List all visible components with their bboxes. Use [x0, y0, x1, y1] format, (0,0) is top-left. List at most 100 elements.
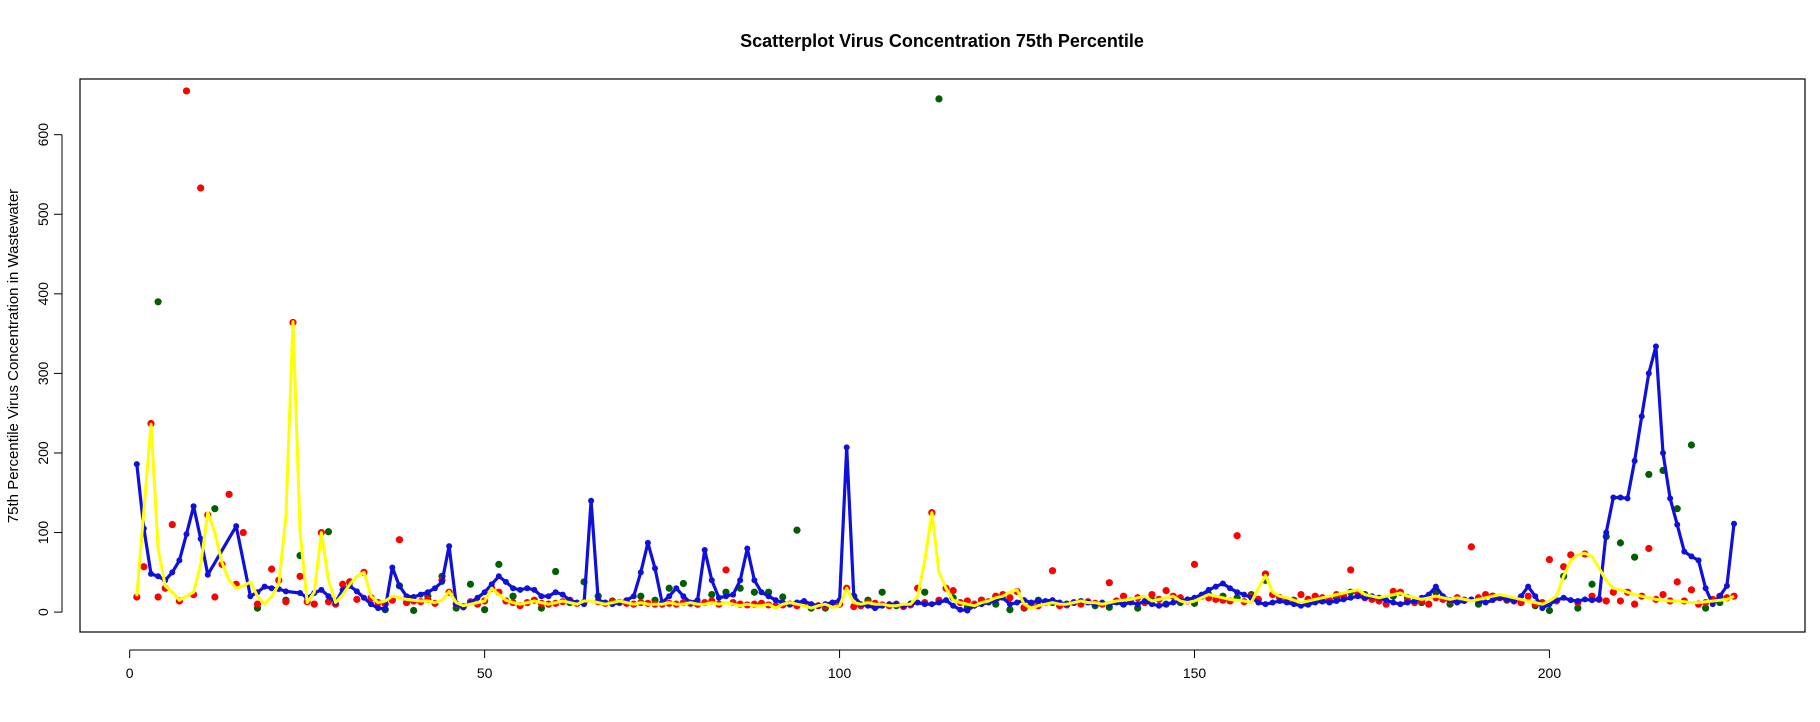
- y-tick-label: 0: [35, 608, 51, 616]
- blue-point: [1660, 449, 1667, 456]
- green-point: [878, 588, 886, 596]
- blue-point: [1326, 599, 1333, 606]
- red-point: [1687, 586, 1696, 594]
- blue-point: [730, 591, 737, 598]
- blue-point: [1134, 601, 1141, 608]
- green-point: [935, 95, 943, 103]
- blue-point: [474, 594, 481, 601]
- blue-point: [197, 535, 204, 542]
- red-point: [850, 602, 858, 611]
- blue-point: [1241, 591, 1248, 598]
- green-point: [1006, 606, 1014, 614]
- blue-point: [545, 593, 552, 600]
- blue-point: [1589, 597, 1596, 604]
- y-axis-label: 75th Percentile Virus Concentration in W…: [5, 189, 22, 523]
- blue-point: [1269, 599, 1276, 606]
- blue-point: [1035, 597, 1042, 604]
- blue-point: [538, 593, 545, 600]
- blue-point: [524, 585, 531, 592]
- blue-point: [431, 585, 438, 592]
- axes: 0 50 100 150 200 0 100 200 300 400 500 600: [35, 123, 1561, 681]
- green-point: [708, 591, 716, 599]
- blue-point: [1695, 557, 1702, 564]
- red-point: [1105, 579, 1113, 587]
- blue-point: [1141, 597, 1148, 604]
- blue-point: [1681, 548, 1688, 555]
- red-point: [395, 536, 404, 544]
- blue-point: [637, 569, 644, 576]
- x-tick-label: 100: [828, 665, 852, 681]
- green-point: [481, 606, 489, 614]
- blue-point: [1581, 596, 1588, 603]
- blue-point: [446, 543, 453, 550]
- blue-point: [1624, 495, 1631, 502]
- blue-point: [495, 573, 502, 580]
- blue-point: [1652, 343, 1659, 350]
- blue-point: [829, 599, 836, 606]
- red-point: [1148, 591, 1156, 599]
- blue-point: [531, 586, 538, 593]
- blue-point: [1631, 457, 1638, 464]
- y-tick-label: 300: [35, 362, 51, 386]
- blue-point: [1674, 521, 1681, 528]
- red-point: [239, 528, 247, 537]
- green-point: [637, 592, 645, 600]
- blue-point: [1333, 597, 1340, 604]
- red-point: [296, 572, 304, 580]
- x-tick-label: 200: [1538, 665, 1562, 681]
- blue-point: [318, 586, 325, 593]
- red-point: [1609, 588, 1617, 596]
- series-layer: [133, 87, 1738, 615]
- red-point: [140, 563, 148, 571]
- red-point: [1119, 592, 1128, 600]
- blue-point: [1574, 597, 1581, 604]
- blue-point: [268, 585, 275, 592]
- blue-point: [155, 573, 162, 580]
- blue-point: [758, 589, 765, 596]
- blue-point: [1432, 583, 1439, 590]
- blue-point: [1390, 599, 1397, 606]
- y-tick-label: 500: [35, 202, 51, 226]
- blue-point: [1610, 494, 1617, 501]
- blue-point: [559, 591, 566, 598]
- blue-point: [808, 601, 815, 608]
- blue-point: [502, 578, 509, 585]
- blue-point: [722, 593, 729, 600]
- blue-point: [872, 605, 879, 612]
- blue-point: [1702, 585, 1709, 592]
- blue-point: [928, 601, 935, 608]
- blue-point: [190, 503, 197, 510]
- green-point: [750, 588, 758, 596]
- blue-point: [1354, 593, 1361, 600]
- blue-point: [1532, 593, 1539, 600]
- blue-point: [204, 571, 211, 578]
- red-point: [1048, 567, 1057, 575]
- x-tick-label: 50: [477, 665, 493, 681]
- blue-point: [921, 601, 928, 608]
- green-point: [466, 580, 475, 588]
- blue-point: [282, 588, 289, 595]
- blue-point: [247, 593, 254, 600]
- blue-point: [1667, 495, 1674, 502]
- plot-frame: [79, 78, 1806, 633]
- red-point: [949, 587, 957, 595]
- red-point: [353, 595, 361, 603]
- red-point: [1162, 587, 1170, 595]
- green-point: [665, 584, 673, 592]
- red-point: [154, 593, 162, 601]
- y-tick-label: 400: [35, 282, 51, 306]
- blue-point: [1170, 599, 1177, 606]
- blue-point: [950, 602, 957, 609]
- red-point: [324, 598, 333, 606]
- blue-point: [751, 577, 758, 584]
- blue-point: [715, 594, 722, 601]
- red-point: [1545, 555, 1554, 564]
- blue-point: [389, 564, 396, 571]
- blue-point: [943, 597, 950, 604]
- blue-point: [1006, 601, 1013, 608]
- blue-point: [737, 577, 744, 584]
- blue-point: [1276, 597, 1283, 604]
- red-point: [1297, 591, 1305, 599]
- blue-point: [1454, 599, 1461, 606]
